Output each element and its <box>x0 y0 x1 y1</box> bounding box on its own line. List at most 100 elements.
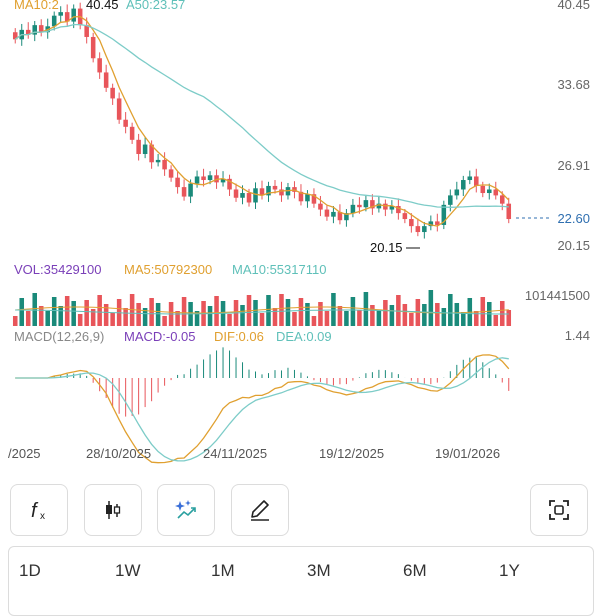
candle-body <box>175 177 180 188</box>
volume-bar <box>19 298 25 326</box>
candle-body <box>467 176 473 181</box>
ma10-line <box>14 15 510 227</box>
candle-body <box>84 25 89 37</box>
volume-bar <box>441 308 447 326</box>
ma50-label: A50:23.57 <box>126 0 185 12</box>
candlestick-icon <box>106 501 121 519</box>
candle-body <box>233 189 239 198</box>
candle-body <box>97 58 102 73</box>
volume-bar <box>435 303 440 326</box>
volume-bar <box>506 310 512 326</box>
volume-bar <box>396 295 401 326</box>
candle-body <box>493 189 499 196</box>
volume-bar <box>240 305 245 326</box>
date-label-4: 19/12/2025 <box>319 446 384 461</box>
volume-bar <box>266 295 271 326</box>
stock-chart[interactable]: MA10:2 40.45 A50:23.57 40.45 33.68 26.91… <box>0 0 600 470</box>
volume-bar <box>383 300 388 326</box>
candle-body <box>298 191 304 202</box>
candle-body <box>324 209 330 217</box>
date-label-3: 24/11/2025 <box>203 446 267 461</box>
volume-bar <box>285 299 291 326</box>
volume-bar <box>499 301 505 326</box>
volume-bar <box>376 310 382 326</box>
volume-ma10-line <box>15 309 509 315</box>
volume-bar <box>32 293 37 326</box>
volume-bar <box>175 311 180 326</box>
candle-body <box>474 176 479 186</box>
candle-body <box>454 189 460 196</box>
vol-label: VOL:35429100 <box>14 262 101 277</box>
candle-body <box>32 25 37 35</box>
range-1m[interactable]: 1M <box>211 561 235 580</box>
date-label-1: /2025 <box>8 446 41 461</box>
volume-bar <box>259 313 265 326</box>
volume-bar <box>461 312 466 326</box>
candle-body <box>188 183 193 197</box>
volume-bar <box>84 300 89 326</box>
range-1d[interactable]: 1D <box>19 561 41 580</box>
volume-bar <box>214 296 219 326</box>
vol-ma5-label: MA5:50792300 <box>124 262 212 277</box>
volume-bar <box>331 293 336 326</box>
range-3m[interactable]: 3M <box>307 561 331 580</box>
candle-body <box>25 29 31 35</box>
chart-canvas[interactable]: MA10:2 40.45 A50:23.57 40.45 33.68 26.91… <box>0 0 600 470</box>
volume-bar <box>279 294 284 326</box>
fullscreen-button[interactable] <box>530 484 588 536</box>
svg-text:x: x <box>40 511 45 522</box>
candle-body <box>396 206 401 214</box>
draw-button[interactable] <box>231 484 289 536</box>
date-label-5: 19/01/2026 <box>435 446 500 461</box>
candle-body <box>448 195 453 205</box>
candle-body <box>71 8 76 22</box>
volume-bar <box>97 295 102 326</box>
candle-body <box>155 159 161 163</box>
macd-value-label: MACD:-0.05 <box>124 329 196 344</box>
candle-body <box>12 32 18 40</box>
candle-body <box>201 176 206 181</box>
volume-bar <box>227 314 232 326</box>
volume-bar <box>149 298 154 326</box>
high-marker: 40.45 <box>86 0 119 12</box>
candlestick-button[interactable] <box>84 484 142 536</box>
volume-bar <box>454 303 460 326</box>
candle-body <box>110 87 115 99</box>
candle-body <box>331 211 336 217</box>
candle-body <box>506 203 512 220</box>
macd-params-label: MACD(12,26,9) <box>14 329 104 344</box>
candle-body <box>207 175 213 181</box>
candle-body <box>181 187 187 197</box>
volume-bar <box>103 304 109 326</box>
candle-body <box>389 206 395 210</box>
volume-bar <box>324 311 330 326</box>
volume-bar <box>207 306 213 326</box>
candle-body <box>422 226 427 233</box>
candle-body <box>168 169 174 178</box>
range-1y[interactable]: 1Y <box>499 561 520 580</box>
volume-panel <box>12 290 512 326</box>
time-range-selector: 1D 1W 1M 3M 6M 1Y <box>8 546 594 616</box>
volume-bar <box>12 316 18 326</box>
range-6m[interactable]: 6M <box>403 561 427 580</box>
volume-bar <box>292 312 297 326</box>
current-price-tag: 22.60 <box>557 211 590 226</box>
volume-bar <box>493 315 499 326</box>
volume-axis-top: 101441500 <box>525 288 590 303</box>
candle-body <box>259 188 265 196</box>
candle-body <box>344 213 349 221</box>
candle-body <box>402 213 408 220</box>
volume-axis-bottom: 1.44 <box>565 328 590 343</box>
volume-bar <box>110 313 115 326</box>
volume-bar <box>136 303 141 326</box>
range-1w[interactable]: 1W <box>115 561 141 580</box>
candle-body <box>350 204 356 214</box>
ma10-label: MA10:2 <box>14 0 59 12</box>
volume-bar <box>344 311 349 326</box>
candle-body <box>435 221 440 225</box>
ai-analysis-button[interactable] <box>157 484 215 536</box>
volume-bar <box>142 308 148 326</box>
volume-bar <box>90 309 96 326</box>
